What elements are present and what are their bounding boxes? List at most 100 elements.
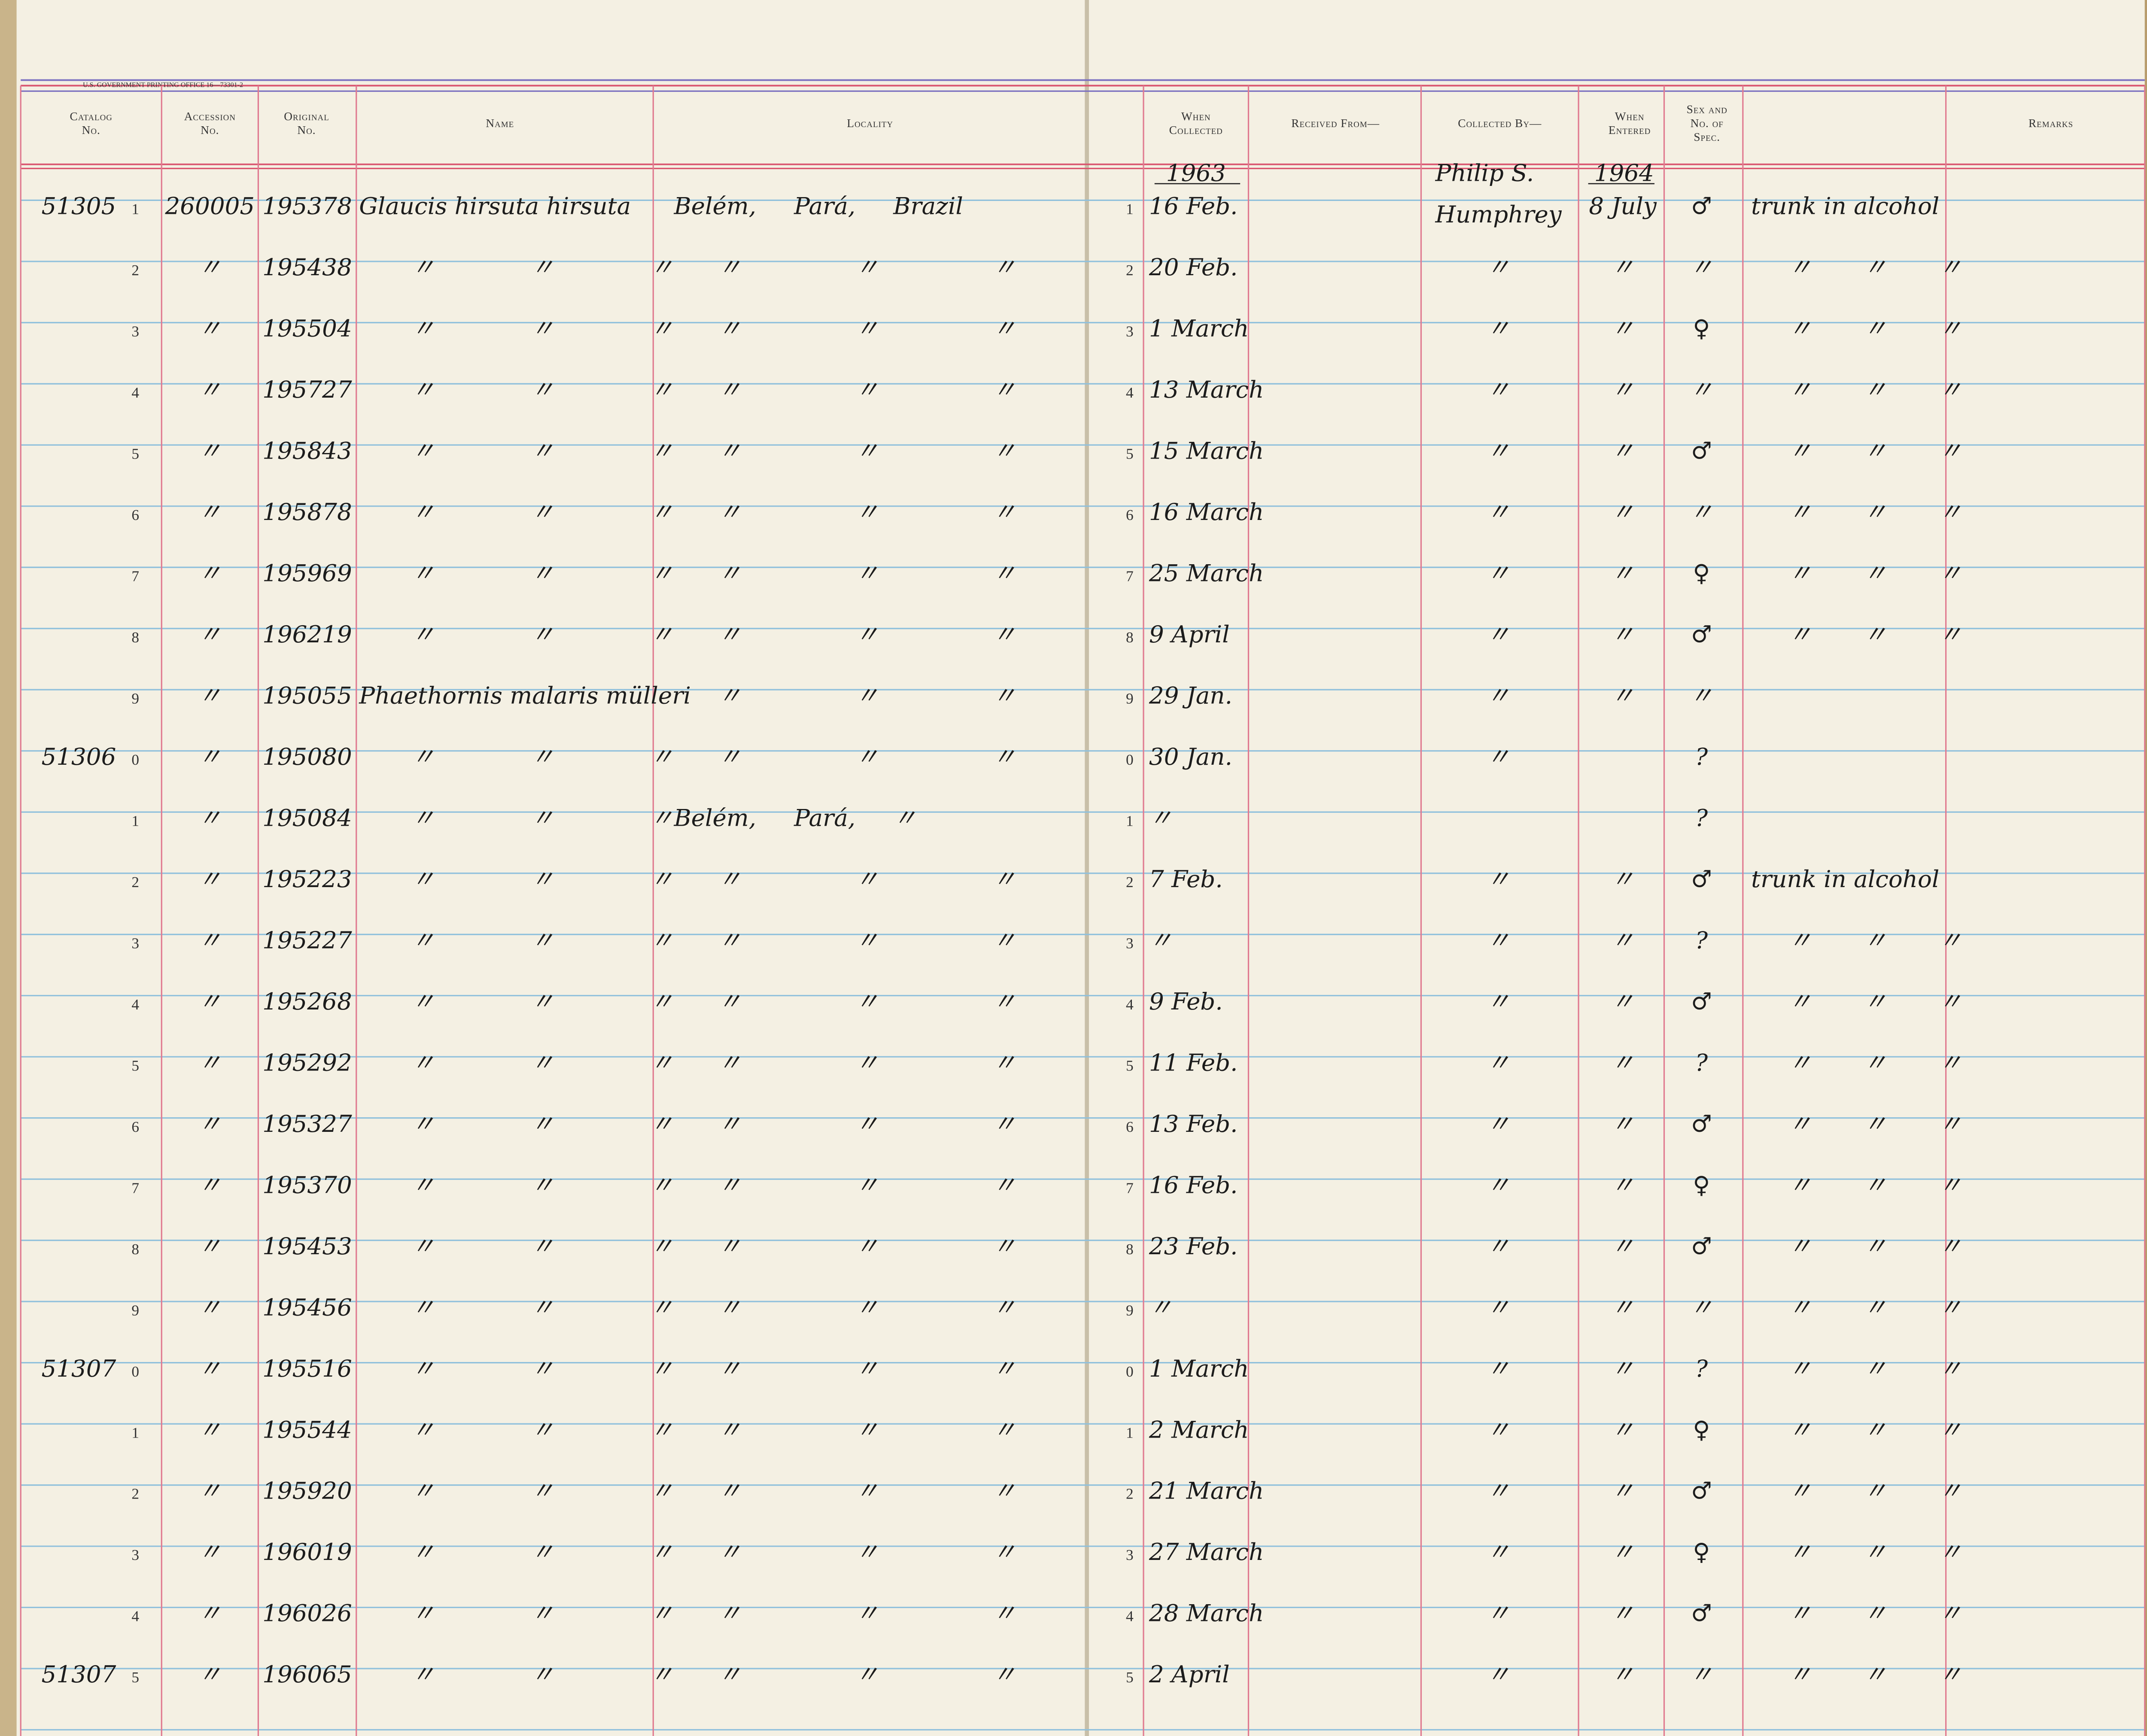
cell-n2: 9 — [1126, 1301, 1134, 1319]
column-header: Locality — [847, 117, 893, 130]
cell-s: ♀ — [1693, 559, 1710, 587]
cell-o: 196026 — [262, 1599, 352, 1627]
book-edge — [2144, 0, 2147, 1736]
cell-e: 〃 — [1611, 315, 1635, 342]
cell-n2: 1 — [1126, 1424, 1134, 1441]
cell-e: 〃 — [1611, 1293, 1635, 1321]
cell-r: 〃 〃 〃 — [1788, 437, 1962, 464]
cell-r: 〃 〃 〃 — [1788, 1293, 1962, 1321]
cell-e: 〃 — [1611, 1049, 1635, 1076]
cell-a: 〃 — [198, 1599, 222, 1627]
cell-cb: 〃 — [1487, 1232, 1510, 1260]
cell-nm: 〃 〃 〃 — [411, 1538, 673, 1566]
cell-n2: 6 — [1126, 1118, 1134, 1135]
cell-n: 8 — [131, 629, 139, 646]
cell-d: 15 March — [1149, 437, 1264, 464]
cell-n: 7 — [131, 567, 139, 584]
cell-d: 7 Feb. — [1149, 865, 1223, 893]
cell-nm: 〃 〃 〃 — [411, 1599, 673, 1627]
cell-n2: 8 — [1126, 629, 1134, 646]
cell-r: trunk in alcohol — [1751, 192, 1939, 220]
cell-e: 〃 — [1611, 253, 1635, 281]
column-header: No. of — [1691, 117, 1724, 130]
cell-n2: 7 — [1126, 1179, 1134, 1196]
cell-a: 〃 — [198, 681, 222, 709]
column-header: Spec. — [1694, 131, 1720, 143]
cell-l: 〃 〃 〃 — [718, 1171, 1016, 1198]
cell-s: ♀ — [1693, 1171, 1710, 1198]
cell-e: 〃 — [1611, 1477, 1635, 1505]
cell-n: 1 — [131, 201, 139, 218]
cell-l: 〃 〃 〃 — [718, 1355, 1016, 1382]
cell-s: ♂ — [1691, 988, 1712, 1015]
cell-cb: 〃 — [1487, 315, 1510, 342]
cell-cb: 〃 — [1487, 1538, 1510, 1566]
cell-r: 〃 〃 〃 — [1788, 1477, 1962, 1505]
cell-a: 〃 — [198, 865, 222, 893]
cell-n: 2 — [131, 261, 139, 279]
cell-e: 〃 — [1611, 865, 1635, 893]
cell-d: 13 Feb. — [1149, 1110, 1238, 1137]
cell-d: 25 March — [1149, 559, 1264, 587]
cell-a: 〃 — [198, 1416, 222, 1443]
cell-n2: 3 — [1126, 1546, 1134, 1563]
cell-n: 3 — [131, 323, 139, 340]
cell-cb: 〃 — [1487, 1110, 1510, 1137]
cell-cb: 〃 — [1487, 498, 1510, 526]
cell-d: 11 Feb. — [1149, 1049, 1238, 1076]
cell-s: 〃 — [1690, 1293, 1713, 1321]
cell-o: 195292 — [262, 1049, 352, 1076]
cell-nm: 〃 〃 〃 — [411, 498, 673, 526]
column-header: Collected By— — [1458, 117, 1542, 130]
cell-n: 7 — [131, 1179, 139, 1196]
cell-nm: 〃 〃 〃 — [411, 1171, 673, 1198]
cell-l: 〃 〃 〃 — [718, 1660, 1016, 1688]
cell-e: 8 July — [1589, 192, 1657, 220]
year-entry: 1963 — [1166, 159, 1226, 186]
cell-r: 〃 〃 〃 — [1788, 988, 1962, 1015]
cell-r: 〃 〃 〃 — [1788, 620, 1962, 648]
cell-l: 〃 〃 〃 — [718, 253, 1016, 281]
cell-r: 〃 〃 〃 — [1788, 1049, 1962, 1076]
cell-o: 195969 — [262, 559, 352, 587]
cell-nm: 〃 〃 〃 — [411, 1660, 673, 1688]
cell-a: 〃 — [198, 1355, 222, 1382]
cell-d: 23 Feb. — [1149, 1232, 1238, 1260]
cell-d: 13 March — [1149, 376, 1264, 403]
cell-n: 4 — [131, 1608, 139, 1625]
cell-nm: 〃 〃 〃 — [411, 804, 673, 831]
cell-e: 〃 — [1611, 437, 1635, 464]
cell-o: 195456 — [262, 1293, 352, 1321]
column-header: Sex and — [1687, 103, 1727, 116]
cell-n: 5 — [131, 1669, 139, 1686]
column-header: Accession — [184, 110, 236, 123]
cell-s: ♂ — [1691, 865, 1712, 893]
cell-o: 195370 — [262, 1171, 352, 1198]
cell-d: 1 March — [1149, 315, 1249, 342]
cell-n: 5 — [131, 445, 139, 462]
cell-a: 〃 — [198, 559, 222, 587]
cell-s: ♀ — [1693, 1538, 1710, 1566]
cell-n: 2 — [131, 1485, 139, 1502]
cell-r: trunk in alcohol — [1751, 865, 1939, 893]
book-edge — [0, 0, 17, 1736]
cell-o: 195080 — [262, 743, 352, 770]
printer-note: U.S. GOVERNMENT PRINTING OFFICE 16—73301… — [83, 82, 243, 89]
cell-d: 16 March — [1149, 498, 1264, 526]
cell-r: 〃 〃 〃 — [1788, 1538, 1962, 1566]
cell-n: 3 — [131, 934, 139, 952]
cell-e: 〃 — [1611, 1355, 1635, 1382]
cell-nm: 〃 〃 〃 — [411, 1355, 673, 1382]
cell-cb: 〃 — [1487, 988, 1510, 1015]
cell-n2: 0 — [1126, 1363, 1134, 1380]
cell-a: 〃 — [198, 253, 222, 281]
cell-r: 〃 〃 〃 — [1788, 315, 1962, 342]
cell-o: 195516 — [262, 1355, 352, 1382]
cell-e: 〃 — [1611, 926, 1635, 954]
cell-nm: 〃 〃 〃 — [411, 620, 673, 648]
cell-n2: 2 — [1126, 1485, 1134, 1502]
cell-n2: 2 — [1126, 873, 1134, 891]
cell-l: 〃 〃 〃 — [718, 315, 1016, 342]
cell-a: 〃 — [198, 315, 222, 342]
cell-c: 51307 — [41, 1660, 116, 1688]
